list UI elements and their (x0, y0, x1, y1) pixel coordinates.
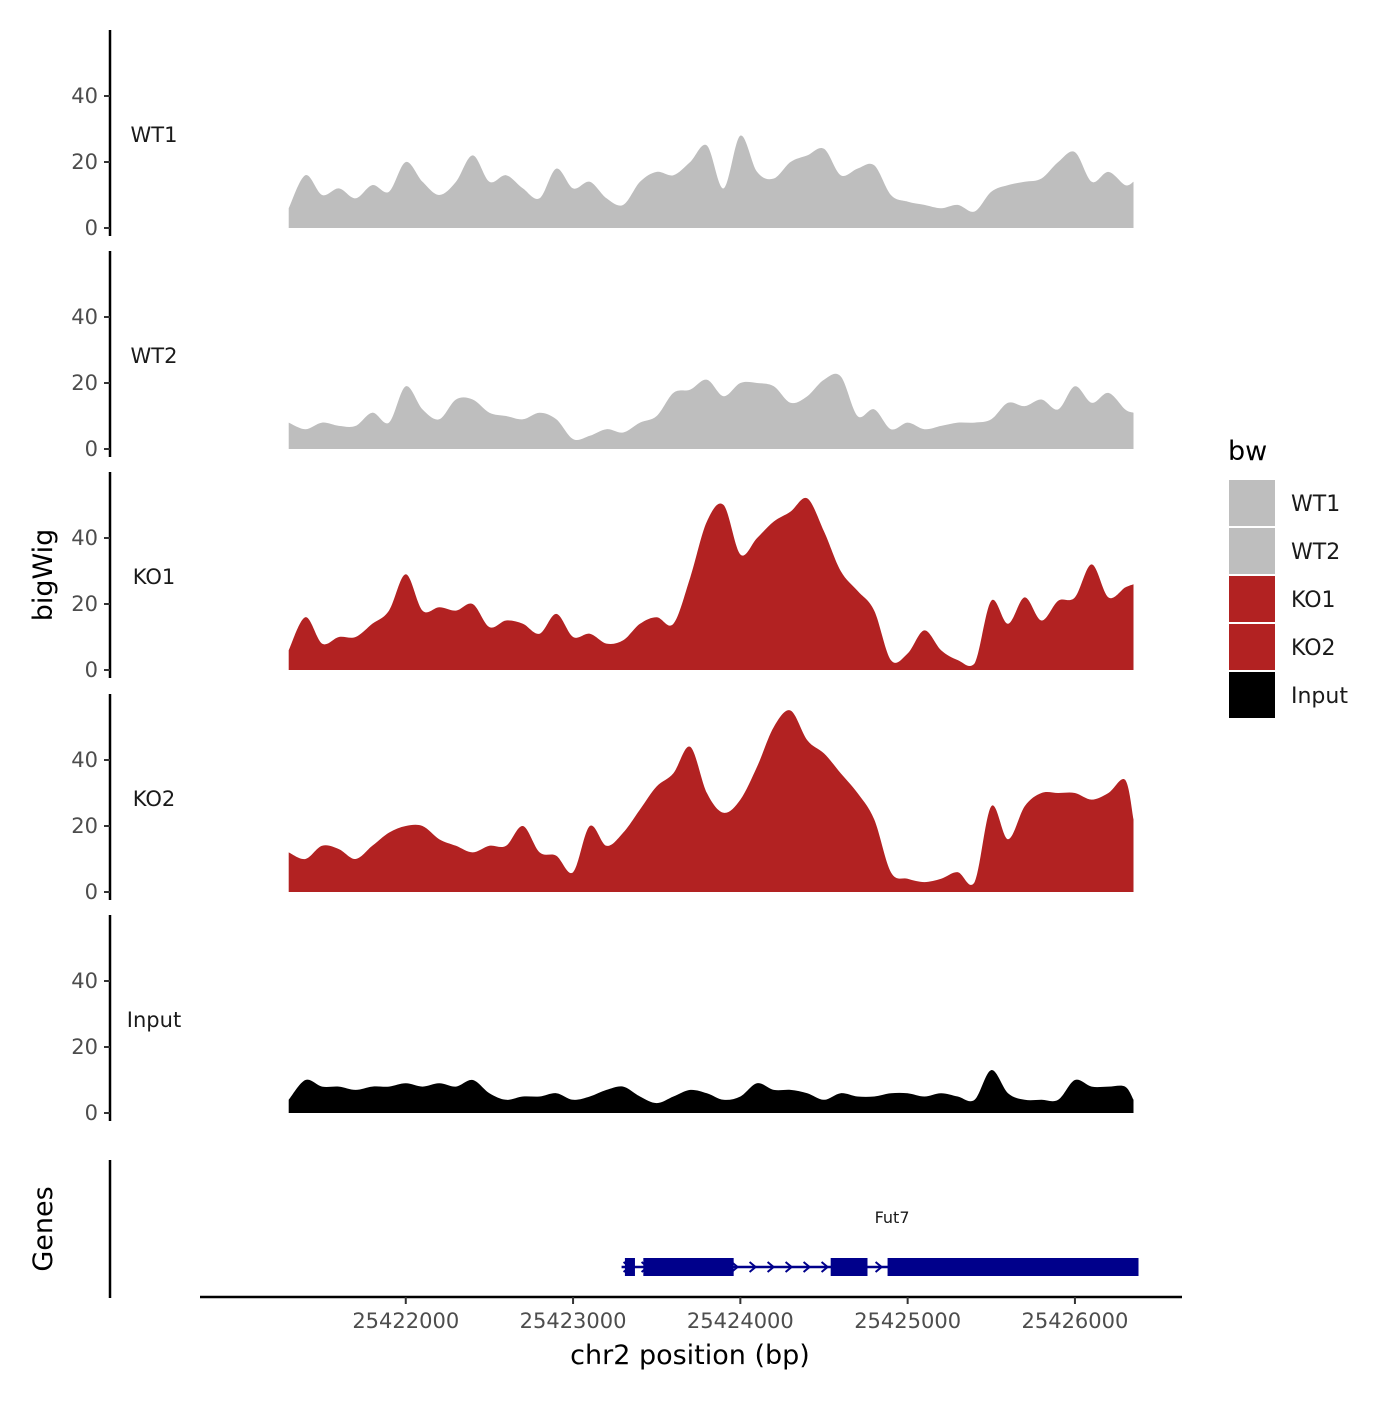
track-ko1: 0 20 40 KO1 (71, 472, 1134, 682)
y-axis-title: bigWig (28, 529, 59, 622)
legend-label-ko2: KO2 (1291, 636, 1336, 661)
legend-key-ko1 (1229, 576, 1275, 622)
legend-key-input (1229, 672, 1275, 718)
legend-label-wt1: WT1 (1291, 492, 1340, 517)
x-axis: 25422000 25423000 25424000 25425000 25426000 (200, 1295, 1182, 1333)
y-tick-label: 0 (85, 437, 98, 461)
y-tick-label: 40 (71, 84, 98, 108)
area-ko1 (288, 497, 1134, 670)
legend-label-ko1: KO1 (1291, 588, 1336, 613)
legend: bw WT1 WT2 KO1 KO2 Input (1228, 436, 1348, 718)
track-label: Input (127, 1008, 181, 1032)
legend-key-ko2 (1229, 624, 1275, 670)
gene-exon (643, 1258, 734, 1276)
gene-fut7: Fut7 (621, 1208, 1139, 1276)
y-tick-label: 40 (71, 526, 98, 550)
track-label: KO2 (133, 787, 176, 811)
legend-label-input: Input (1291, 684, 1348, 709)
y-tick-label: 20 (71, 371, 98, 395)
legend-label-wt2: WT2 (1291, 540, 1340, 565)
x-tick-label: 25422000 (352, 1309, 459, 1333)
x-tick-label: 25425000 (854, 1309, 961, 1333)
track-label: WT2 (131, 344, 178, 368)
legend-title: bw (1228, 436, 1267, 467)
track-wt2: 0 20 40 WT2 (71, 251, 1134, 461)
track-label: KO1 (133, 565, 176, 589)
gene-label: Fut7 (875, 1208, 910, 1227)
gene-exon (887, 1258, 1139, 1276)
strand-arrow (802, 1261, 812, 1273)
legend-key-wt1 (1229, 480, 1275, 526)
y-tick-label: 20 (71, 150, 98, 174)
gene-exon (624, 1258, 635, 1276)
strand-arrow (784, 1261, 794, 1273)
track-label: WT1 (131, 123, 178, 147)
strand-arrow (874, 1261, 884, 1273)
y-tick-label: 40 (71, 305, 98, 329)
strand-arrow (766, 1261, 776, 1273)
y-tick-label: 20 (71, 1035, 98, 1059)
y-tick-label: 20 (71, 814, 98, 838)
x-tick-label: 25426000 (1021, 1309, 1128, 1333)
track-ko2: 0 20 40 KO2 (71, 694, 1134, 904)
strand-arrow (820, 1261, 830, 1273)
legend-key-wt2 (1229, 528, 1275, 574)
gene-exon (830, 1258, 868, 1276)
x-tick-label: 25424000 (687, 1309, 794, 1333)
y-tick-label: 0 (85, 880, 98, 904)
tracks: 0 20 40 WT1 0 20 40 WT2 0 20 40 KO1 0 20 40 KO2 0 20 40 Inp… (71, 30, 1134, 1125)
y-tick-label: 0 (85, 216, 98, 240)
y-tick-label: 40 (71, 969, 98, 993)
x-axis-title: chr2 position (bp) (570, 1340, 810, 1371)
area-wt1 (288, 135, 1134, 228)
y-tick-label: 40 (71, 748, 98, 772)
x-tick-label: 25423000 (520, 1309, 627, 1333)
area-input (288, 1070, 1134, 1113)
y-tick-label: 0 (85, 1101, 98, 1125)
y-tick-label: 20 (71, 592, 98, 616)
strand-arrow (748, 1261, 758, 1273)
area-ko2 (288, 710, 1134, 892)
track-wt1: 0 20 40 WT1 (71, 30, 1134, 240)
y-tick-label: 0 (85, 658, 98, 682)
area-wt2 (288, 373, 1134, 449)
track-input: 0 20 40 Input (71, 915, 1134, 1125)
genes-track-title: Genes (28, 1186, 59, 1271)
genes-track: Fut7 (108, 1160, 1139, 1298)
